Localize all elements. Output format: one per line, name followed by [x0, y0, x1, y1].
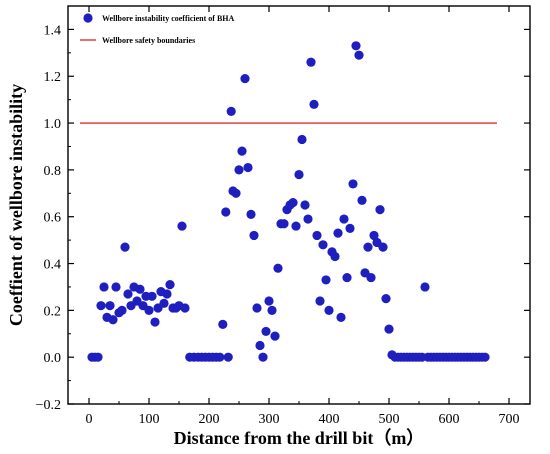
axes: 0 100 200 300 400 500 600 700 −0.2 0.0 0.2 0.4 0.6 0.…: [36, 5, 531, 427]
data-point: [264, 296, 274, 306]
data-point: [147, 291, 157, 301]
data-point: [375, 205, 385, 215]
data-point: [342, 272, 352, 283]
data-point: [144, 305, 154, 315]
data-point: [150, 317, 160, 327]
data-point: [369, 230, 379, 241]
series-layer: [80, 41, 497, 362]
y-tick-label: 1.2: [44, 70, 62, 85]
plot-frame: [67, 5, 531, 405]
data-point: [165, 280, 175, 290]
data-point: [135, 284, 145, 294]
x-tick-label: 100: [139, 412, 160, 427]
data-point: [252, 303, 262, 313]
data-point: [306, 57, 316, 67]
data-point: [324, 305, 334, 315]
data-point: [255, 340, 265, 351]
x-tick-label: 600: [439, 412, 460, 427]
data-point: [378, 242, 388, 252]
data-point: [111, 282, 121, 292]
data-point: [246, 209, 256, 219]
data-point: [348, 179, 358, 189]
data-point: [291, 221, 301, 231]
data-point: [93, 352, 103, 362]
data-point: [354, 50, 364, 60]
data-point: [357, 195, 367, 205]
data-point: [351, 41, 361, 51]
y-tick-label: 1.0: [44, 117, 62, 132]
x-tick-label: 300: [259, 412, 280, 427]
data-point: [215, 352, 225, 362]
data-point: [123, 289, 133, 299]
y-tick-label: 0.0: [44, 351, 62, 366]
y-tick-label: 0.2: [44, 304, 62, 319]
data-point: [99, 282, 109, 292]
data-point: [270, 331, 280, 341]
data-point: [159, 298, 169, 308]
data-point: [381, 294, 391, 304]
x-tick-label: 500: [379, 412, 400, 427]
data-point: [339, 214, 349, 224]
x-axis-title: Distance from the drill bit（m）: [174, 428, 425, 448]
x-tick-label: 700: [499, 412, 520, 427]
data-point: [333, 228, 343, 238]
data-point: [120, 242, 130, 252]
x-tick-label: 400: [319, 412, 340, 427]
data-point: [384, 324, 394, 334]
legend-label-boundary: Wellbore safety boundaries: [102, 36, 195, 45]
data-point: [420, 282, 430, 292]
data-point: [279, 219, 289, 229]
data-point: [221, 207, 231, 217]
x-tick-label: 0: [86, 412, 93, 427]
data-point: [366, 272, 376, 283]
data-point: [96, 301, 106, 311]
legend-marker-bha: [83, 13, 93, 23]
data-point: [218, 319, 228, 329]
data-point: [180, 303, 190, 313]
data-point: [243, 162, 253, 173]
data-point: [318, 240, 328, 250]
data-point: [105, 301, 115, 311]
y-axis-title: Coeffient of wellbore instability: [6, 84, 26, 326]
data-point: [336, 312, 346, 322]
data-point: [312, 230, 322, 241]
legend: Wellbore instability coefficient of BHA W…: [80, 13, 235, 45]
y-tick-label: 0.6: [44, 211, 62, 226]
data-point: [237, 146, 247, 156]
y-tick-label: −0.2: [36, 398, 61, 413]
data-point: [330, 251, 340, 262]
data-point: [117, 305, 127, 315]
data-point: [309, 99, 319, 109]
data-point: [297, 134, 307, 145]
data-point: [288, 198, 298, 208]
data-point: [273, 263, 283, 273]
data-point: [258, 352, 268, 362]
data-point: [480, 352, 490, 362]
data-point: [234, 165, 244, 175]
data-point: [108, 315, 118, 325]
y-tick-label: 0.8: [44, 164, 62, 179]
data-point: [177, 221, 187, 231]
data-point: [240, 73, 250, 84]
data-point: [300, 200, 310, 210]
data-point: [315, 296, 325, 306]
data-point: [261, 326, 271, 337]
data-point: [162, 289, 172, 299]
y-tick-label: 0.4: [44, 258, 62, 273]
data-point: [294, 169, 304, 180]
data-point: [303, 214, 313, 224]
data-point: [249, 230, 259, 241]
data-point: [321, 275, 331, 285]
data-point: [345, 223, 355, 234]
data-point: [267, 305, 277, 315]
y-tick-label: 1.4: [44, 23, 62, 38]
data-point: [231, 188, 241, 198]
x-tick-label: 200: [199, 412, 220, 427]
data-point: [223, 352, 233, 362]
data-point: [363, 242, 373, 252]
data-point: [226, 106, 236, 116]
legend-label-bha: Wellbore instability coefficient of BHA: [102, 14, 235, 23]
